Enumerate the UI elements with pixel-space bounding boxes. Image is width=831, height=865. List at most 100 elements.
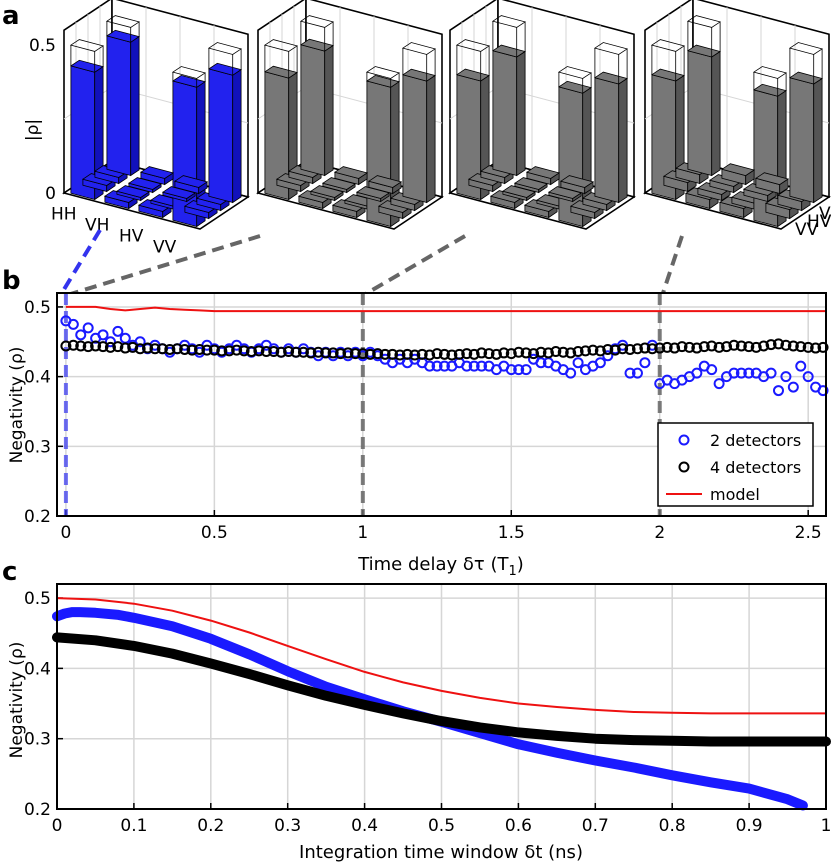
bar-top-face [559, 175, 595, 188]
legend-entry: 2 detectors [710, 431, 801, 450]
data-point [594, 357, 606, 369]
data-point [624, 367, 636, 379]
data-point [379, 348, 391, 360]
bar-side-face [130, 35, 140, 177]
data-point [357, 348, 369, 360]
bar-front-face [402, 74, 428, 204]
bar-HV-VH [742, 183, 778, 203]
legend-entry: 4 detectors [710, 458, 801, 477]
bar-HH-HH [299, 15, 335, 177]
data-point [312, 346, 324, 358]
legend-marker-swatch [678, 434, 690, 446]
data-point [646, 343, 658, 355]
bar-VV-VH [389, 192, 425, 212]
data-point [535, 346, 547, 358]
data-point [587, 344, 599, 356]
data-point [810, 342, 822, 354]
bar-VV-HV [377, 200, 413, 220]
bar-VV-HH [593, 42, 629, 204]
curve-2-detectors [52, 607, 808, 811]
bar-side-face [426, 74, 436, 204]
data-point [580, 345, 592, 357]
data-point [164, 343, 176, 355]
data-point [401, 348, 413, 360]
data-point [290, 346, 302, 358]
y-tick-label: 0.2 [24, 507, 51, 527]
basis-label-front-HH: HH [51, 205, 77, 225]
data-point [60, 340, 72, 352]
data-point [609, 344, 621, 356]
bar-VV-HH [207, 42, 243, 204]
bar-side-face [813, 77, 823, 204]
data-point [305, 347, 317, 359]
data-point [112, 341, 124, 353]
data-point [431, 360, 443, 372]
data-point [713, 341, 725, 353]
basis-label-side-VV: VV [795, 220, 819, 240]
data-point [706, 340, 718, 352]
connector-lines [58, 228, 684, 298]
bar-HH-HH [105, 15, 141, 177]
bar-VH-HV [696, 182, 732, 202]
data-point [565, 367, 577, 379]
data-point [706, 364, 718, 376]
data-point [364, 348, 376, 360]
bar-VH-HH [525, 166, 561, 186]
data-point [387, 348, 399, 360]
data-point [134, 343, 146, 355]
legend-box [657, 422, 814, 507]
y-tick-label: 0.3 [24, 730, 51, 750]
data-point [245, 346, 257, 358]
data-point [335, 348, 347, 360]
x-tick-label: 0 [52, 816, 63, 836]
y-axis-label: Negativity (ρ) [7, 642, 27, 759]
data-point [743, 341, 755, 353]
data-point [557, 346, 569, 358]
bar-side-face [618, 77, 628, 204]
y-tick-label: 0.4 [24, 368, 51, 388]
data-point [194, 343, 206, 355]
data-point [327, 347, 339, 359]
basis-label-side-HV: HV [807, 212, 831, 232]
bar-HV-HH [559, 175, 595, 195]
data-point [67, 339, 79, 351]
data-point [513, 364, 525, 376]
panel-c-negativity-vs-window: 0 0.1 0.2 0.3 0.4 0.5 0.6 0.7 0.8 0.9 1 0.2 0.3 0.4 0.… [7, 583, 831, 863]
data-point [669, 342, 681, 354]
data-point [535, 357, 547, 369]
bar-HH-VV [650, 39, 686, 201]
data-point [505, 364, 517, 376]
data-point [208, 344, 220, 356]
basis-label-front-HV: HV [119, 227, 144, 247]
panel-label-b: b [2, 266, 21, 296]
bar-front-face [687, 50, 713, 177]
data-point [490, 348, 502, 360]
data-point [602, 350, 614, 362]
data-point [787, 340, 799, 352]
data-point [817, 341, 829, 353]
bar-top-face [333, 166, 369, 179]
data-point [565, 347, 577, 359]
bar-VV-HV [183, 200, 219, 220]
data-point [639, 357, 651, 369]
data-point [795, 341, 807, 353]
bar-side-face [711, 50, 721, 177]
connector-line-gray [63, 234, 261, 298]
data-point [112, 325, 124, 337]
bar-top-face [173, 175, 209, 188]
data-point [802, 341, 814, 353]
data-point [431, 348, 443, 360]
bar-top-face [525, 166, 561, 179]
x-tick-label: 0.4 [351, 816, 378, 836]
data-point [765, 367, 777, 379]
panel-label-c: c [2, 557, 17, 587]
y-tick-label: 0.5 [24, 589, 51, 609]
data-point [691, 342, 703, 354]
data-point [275, 346, 287, 358]
data-point [134, 336, 146, 348]
x-tick-label: 0.2 [197, 816, 224, 836]
bar-HV-HH [367, 175, 403, 195]
data-point [498, 347, 510, 359]
axes-frame [56, 292, 827, 517]
x-tick-label: 1.5 [498, 523, 525, 543]
